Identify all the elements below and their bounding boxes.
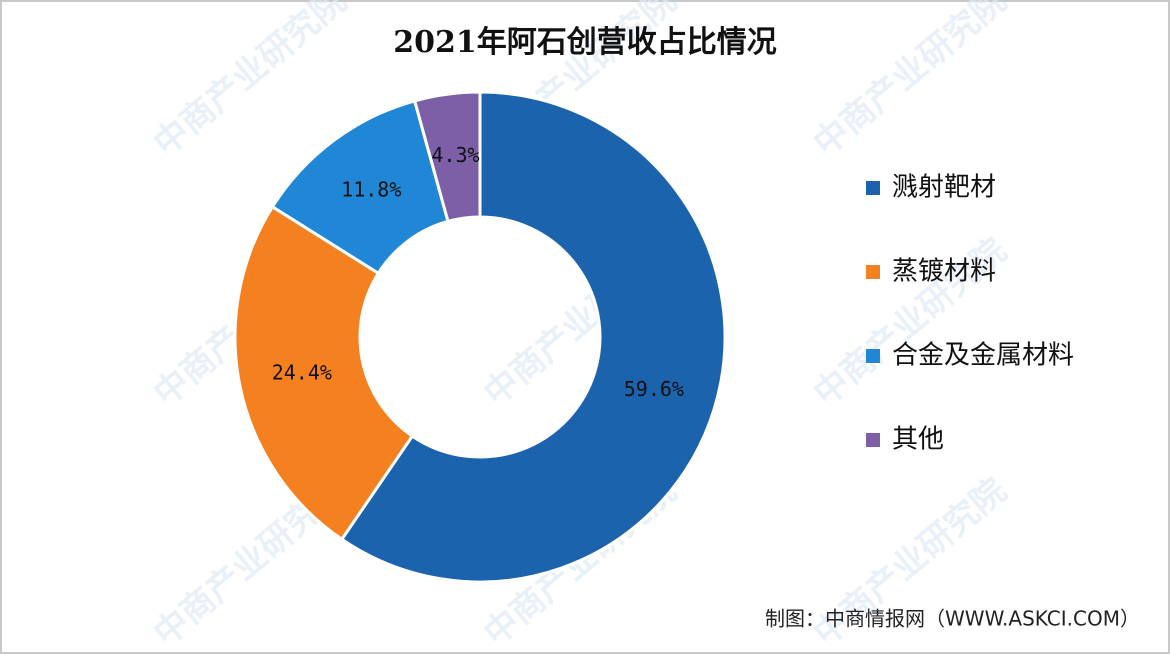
legend-swatch <box>866 181 880 195</box>
data-label: 11.8% <box>341 178 401 202</box>
donut-slice <box>233 204 415 542</box>
legend-swatch <box>866 265 880 279</box>
legend-label: 合金及金属材料 <box>892 341 1074 371</box>
legend-label: 溅射靶材 <box>892 173 996 203</box>
source-note: 制图：中商情报网（WWW.ASKCI.COM） <box>765 607 1140 631</box>
chart-title: 2021年阿石创营收占比情况 <box>393 25 777 60</box>
legend-swatch <box>866 349 880 363</box>
data-label: 59.6% <box>624 377 684 401</box>
donut-slice <box>339 90 727 584</box>
donut: 59.6% 24.4% 11.8% 4.3% <box>233 90 727 584</box>
legend-label: 其他 <box>892 425 944 455</box>
legend-label: 蒸镀材料 <box>892 257 996 287</box>
legend-swatch <box>866 433 880 447</box>
donut-slice <box>412 90 482 224</box>
data-label: 4.3% <box>431 143 479 167</box>
data-label: 24.4% <box>272 361 332 385</box>
